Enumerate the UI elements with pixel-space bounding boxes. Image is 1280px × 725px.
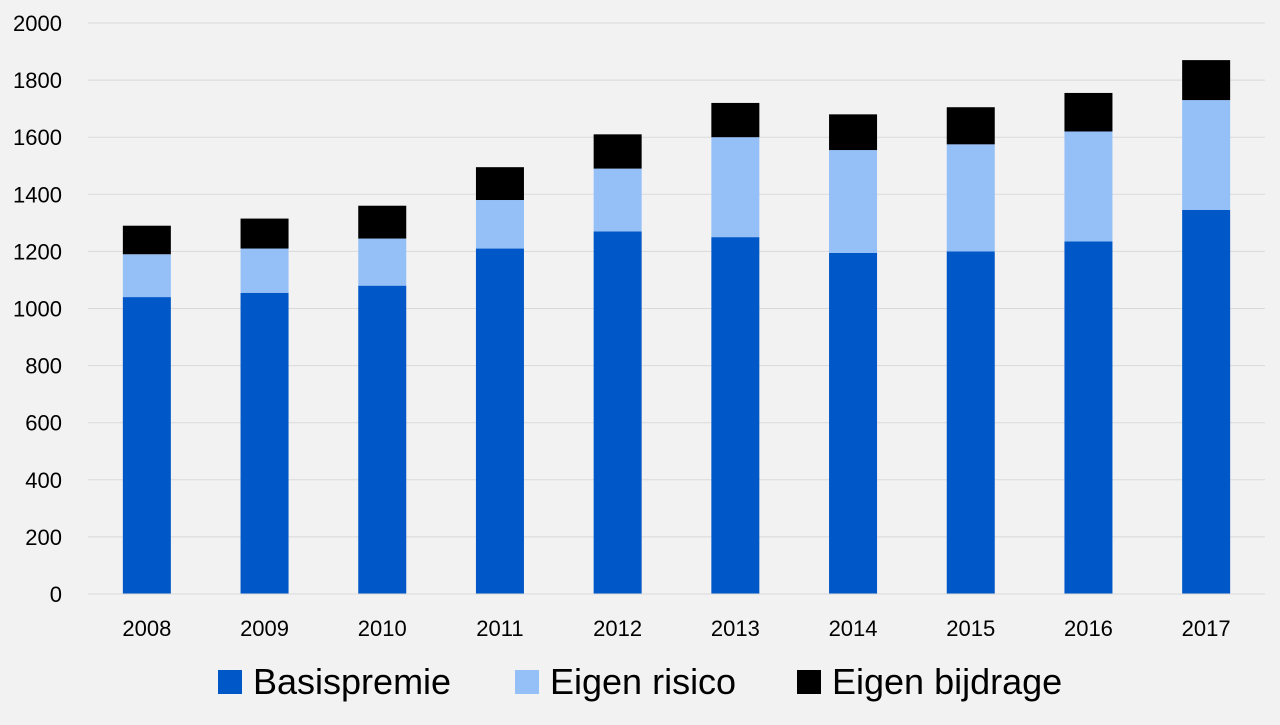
bar-segment-eigen-bijdrage	[475, 167, 524, 201]
x-tick-label: 2011	[476, 616, 523, 641]
legend-label: Eigen risico	[550, 661, 736, 702]
bar-segment-eigen-bijdrage	[711, 102, 760, 138]
bar-segment-basispremie	[1064, 241, 1113, 594]
x-tick-label: 2016	[1064, 616, 1113, 641]
y-tick-label: 1200	[13, 239, 62, 264]
bar-segment-eigen-bijdrage	[1182, 60, 1231, 101]
bar-segment-eigen-risico	[711, 137, 760, 238]
bar-segment-basispremie	[946, 251, 995, 594]
legend-swatch	[515, 670, 539, 694]
bar-segment-eigen-risico	[946, 144, 995, 252]
x-tick-label: 2014	[829, 616, 878, 641]
bar-segment-basispremie	[122, 297, 171, 594]
x-tick-label: 2008	[122, 616, 171, 641]
x-tick-label: 2015	[946, 616, 995, 641]
legend-label: Basispremie	[253, 661, 451, 702]
y-tick-label: 2000	[13, 11, 62, 36]
bar-segment-eigen-risico	[829, 150, 878, 253]
bar-segment-basispremie	[475, 248, 524, 595]
bar-segment-eigen-bijdrage	[829, 114, 878, 151]
bar-segment-basispremie	[358, 285, 407, 594]
y-axis-tick-labels: 0 200 400 600 800 1000 1200 1400 1600 1800 2000	[13, 11, 62, 607]
bar-segment-basispremie	[829, 252, 878, 594]
legend-label: Eigen bijdrage	[832, 661, 1062, 702]
legend: Basispremie Eigen risico Eigen bijdrage	[218, 661, 1062, 702]
y-tick-label: 0	[50, 582, 62, 607]
bar-segment-eigen-risico	[240, 248, 289, 293]
legend-swatch	[218, 670, 242, 694]
bar-segment-eigen-bijdrage	[946, 107, 995, 145]
y-tick-label: 200	[25, 525, 62, 550]
bar-segment-eigen-bijdrage	[1064, 92, 1113, 132]
bar-segment-eigen-risico	[122, 254, 171, 298]
bar-segment-eigen-risico	[1064, 131, 1113, 242]
y-tick-label: 1600	[13, 125, 62, 150]
x-tick-label: 2013	[711, 616, 760, 641]
bar-segment-eigen-bijdrage	[240, 218, 289, 249]
bar-segment-eigen-bijdrage	[358, 205, 407, 239]
y-tick-label: 1800	[13, 68, 62, 93]
bar-segment-basispremie	[240, 292, 289, 594]
bar-segment-eigen-risico	[358, 238, 407, 286]
x-tick-label: 2010	[358, 616, 407, 641]
bar-segment-basispremie	[593, 231, 642, 595]
y-tick-label: 1000	[13, 297, 62, 322]
bar-segment-eigen-risico	[593, 168, 642, 232]
x-tick-label: 2012	[593, 616, 642, 641]
x-tick-label: 2009	[240, 616, 289, 641]
x-axis-tick-labels: 2008 2009 2010 2011 2012 2013 2014 2015 2016 2017	[122, 616, 1230, 641]
bar-segment-eigen-bijdrage	[593, 134, 642, 169]
bar-segment-basispremie	[1182, 210, 1231, 594]
bar-segment-basispremie	[711, 237, 760, 594]
y-tick-label: 600	[25, 411, 62, 436]
bar-segment-eigen-risico	[475, 200, 524, 249]
y-tick-label: 800	[25, 354, 62, 379]
y-tick-label: 1400	[13, 182, 62, 207]
bar-segment-eigen-bijdrage	[122, 225, 171, 255]
y-tick-label: 400	[25, 468, 62, 493]
legend-swatch	[797, 670, 821, 694]
x-tick-label: 2017	[1182, 616, 1231, 641]
bar-segment-eigen-risico	[1182, 100, 1231, 211]
bars	[122, 60, 1231, 595]
